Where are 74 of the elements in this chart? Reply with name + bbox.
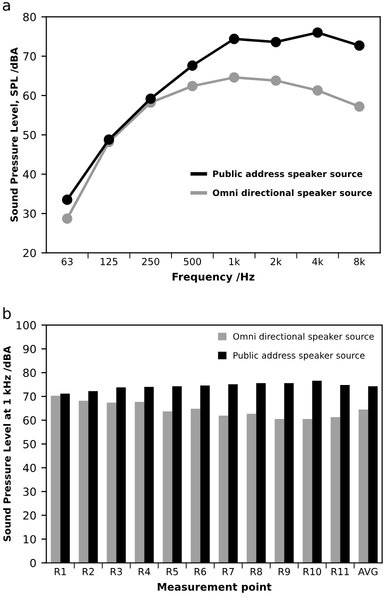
point [312,27,323,38]
y-tick-label: 80 [23,12,36,22]
x-axis-title: Frequency /Hz [172,272,254,283]
x-tick-label: 500 [184,258,202,266]
point [104,134,114,145]
y-tick-label: 80 [23,368,36,378]
legend-label: Public address speaker source [234,352,365,360]
bar [190,408,200,563]
y-tick-label: 0 [30,558,36,568]
point [62,194,72,205]
point [145,93,156,104]
x-tick-label: R4 [138,568,150,576]
y-axis-title: Sound Pressure Level at 1 kHz /dBA [3,346,12,542]
point [312,85,323,96]
bar [106,402,116,563]
point [228,72,240,83]
point [187,60,198,71]
y-tick-label: 100 [16,321,36,330]
point [187,80,198,92]
bar [274,419,284,563]
x-tick-label: R2 [82,568,94,576]
y-tick-label: 60 [23,91,36,100]
bar [218,416,228,563]
x-tick-label: 1k [229,258,240,266]
legend-label: Omni directional speaker source [233,332,374,342]
y-tick-label: 30 [23,209,36,218]
x-tick-label: R6 [194,568,206,576]
y-tick-label: 20 [23,248,36,258]
point [354,101,365,112]
y-tick-label: 10 [24,535,36,544]
point [270,75,282,86]
legend-label: Public address speaker source [213,170,362,179]
x-tick-label: 4k [312,258,324,266]
y-tick-label: 90 [23,344,36,354]
x-tick-label: 250 [142,258,160,266]
x-tick-label: R3 [110,568,122,576]
y-axis-title: Sound Pressure Level, SPL /dBA [10,47,20,222]
y-tick-label: 70 [23,392,36,401]
y-tick-label: 70 [23,52,36,61]
x-tick-label: R11 [332,568,349,576]
bar [78,400,88,563]
x-tick-label: 2k [270,258,282,266]
y-tick-label: 30 [23,488,36,496]
x-tick-label: R8 [250,568,262,576]
bar [134,402,144,563]
point [228,34,240,44]
y-tick-label: 50 [23,440,36,448]
bar [50,396,60,563]
x-axis-title: Measurement point [158,582,272,593]
x-tick-label: 8k [354,258,366,266]
y-tick-label: 40 [23,170,36,179]
point [62,213,72,224]
chart-title: a [2,2,10,11]
bar [246,414,256,563]
point [354,40,365,51]
legend-label: Omni directional speaker source [212,189,372,198]
bar [358,409,368,563]
chart-title: b [3,307,11,320]
x-tick-label: 63 [62,258,73,266]
x-tick-label: R9 [278,568,290,576]
y-tick-label: 20 [23,511,36,520]
x-tick-label: R1 [54,568,66,576]
x-tick-label: R10 [304,568,322,576]
y-tick-label: 60 [23,416,36,425]
y-tick-label: 40 [23,464,36,472]
bar [162,411,172,563]
x-tick-label: AVG [358,568,378,576]
x-tick-label: 125 [100,258,118,266]
point [270,36,282,48]
bar [330,417,340,563]
x-tick-label: R7 [222,568,234,576]
bar [302,419,312,563]
y-tick-label: 50 [23,130,36,140]
x-tick-label: R5 [166,568,178,576]
